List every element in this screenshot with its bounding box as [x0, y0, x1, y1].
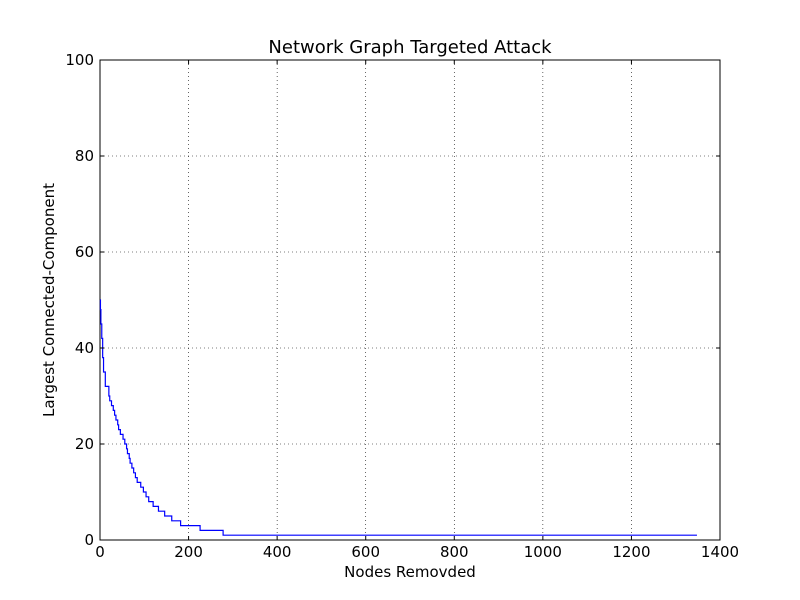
x-tick-label: 600	[351, 543, 380, 561]
x-tick-label: 200	[174, 543, 203, 561]
tick-labels: 0 200 400 600 800 1000 1200 1400 0 20 40 60 80 100	[65, 51, 739, 561]
y-tick-label: 100	[65, 51, 94, 69]
x-tick-label: 1200	[612, 543, 650, 561]
x-axis-label: Nodes Removded	[344, 563, 476, 581]
x-tick-label: 0	[95, 543, 105, 561]
series-line	[99, 299, 697, 536]
y-tick-label: 20	[75, 435, 94, 453]
x-tick-label: 1000	[524, 543, 562, 561]
series-layer	[99, 299, 697, 536]
y-tick-label: 0	[84, 531, 94, 549]
y-tick-label: 60	[75, 243, 94, 261]
chart-title: Network Graph Targeted Attack	[268, 37, 552, 58]
x-tick-label: 800	[440, 543, 469, 561]
y-tick-label: 80	[75, 147, 94, 165]
x-tick-label: 400	[263, 543, 292, 561]
axis-ticks	[99, 59, 721, 541]
y-axis-label: Largest Connected-Component	[40, 183, 58, 417]
x-tick-label: 1400	[701, 543, 739, 561]
y-tick-label: 40	[75, 339, 94, 357]
